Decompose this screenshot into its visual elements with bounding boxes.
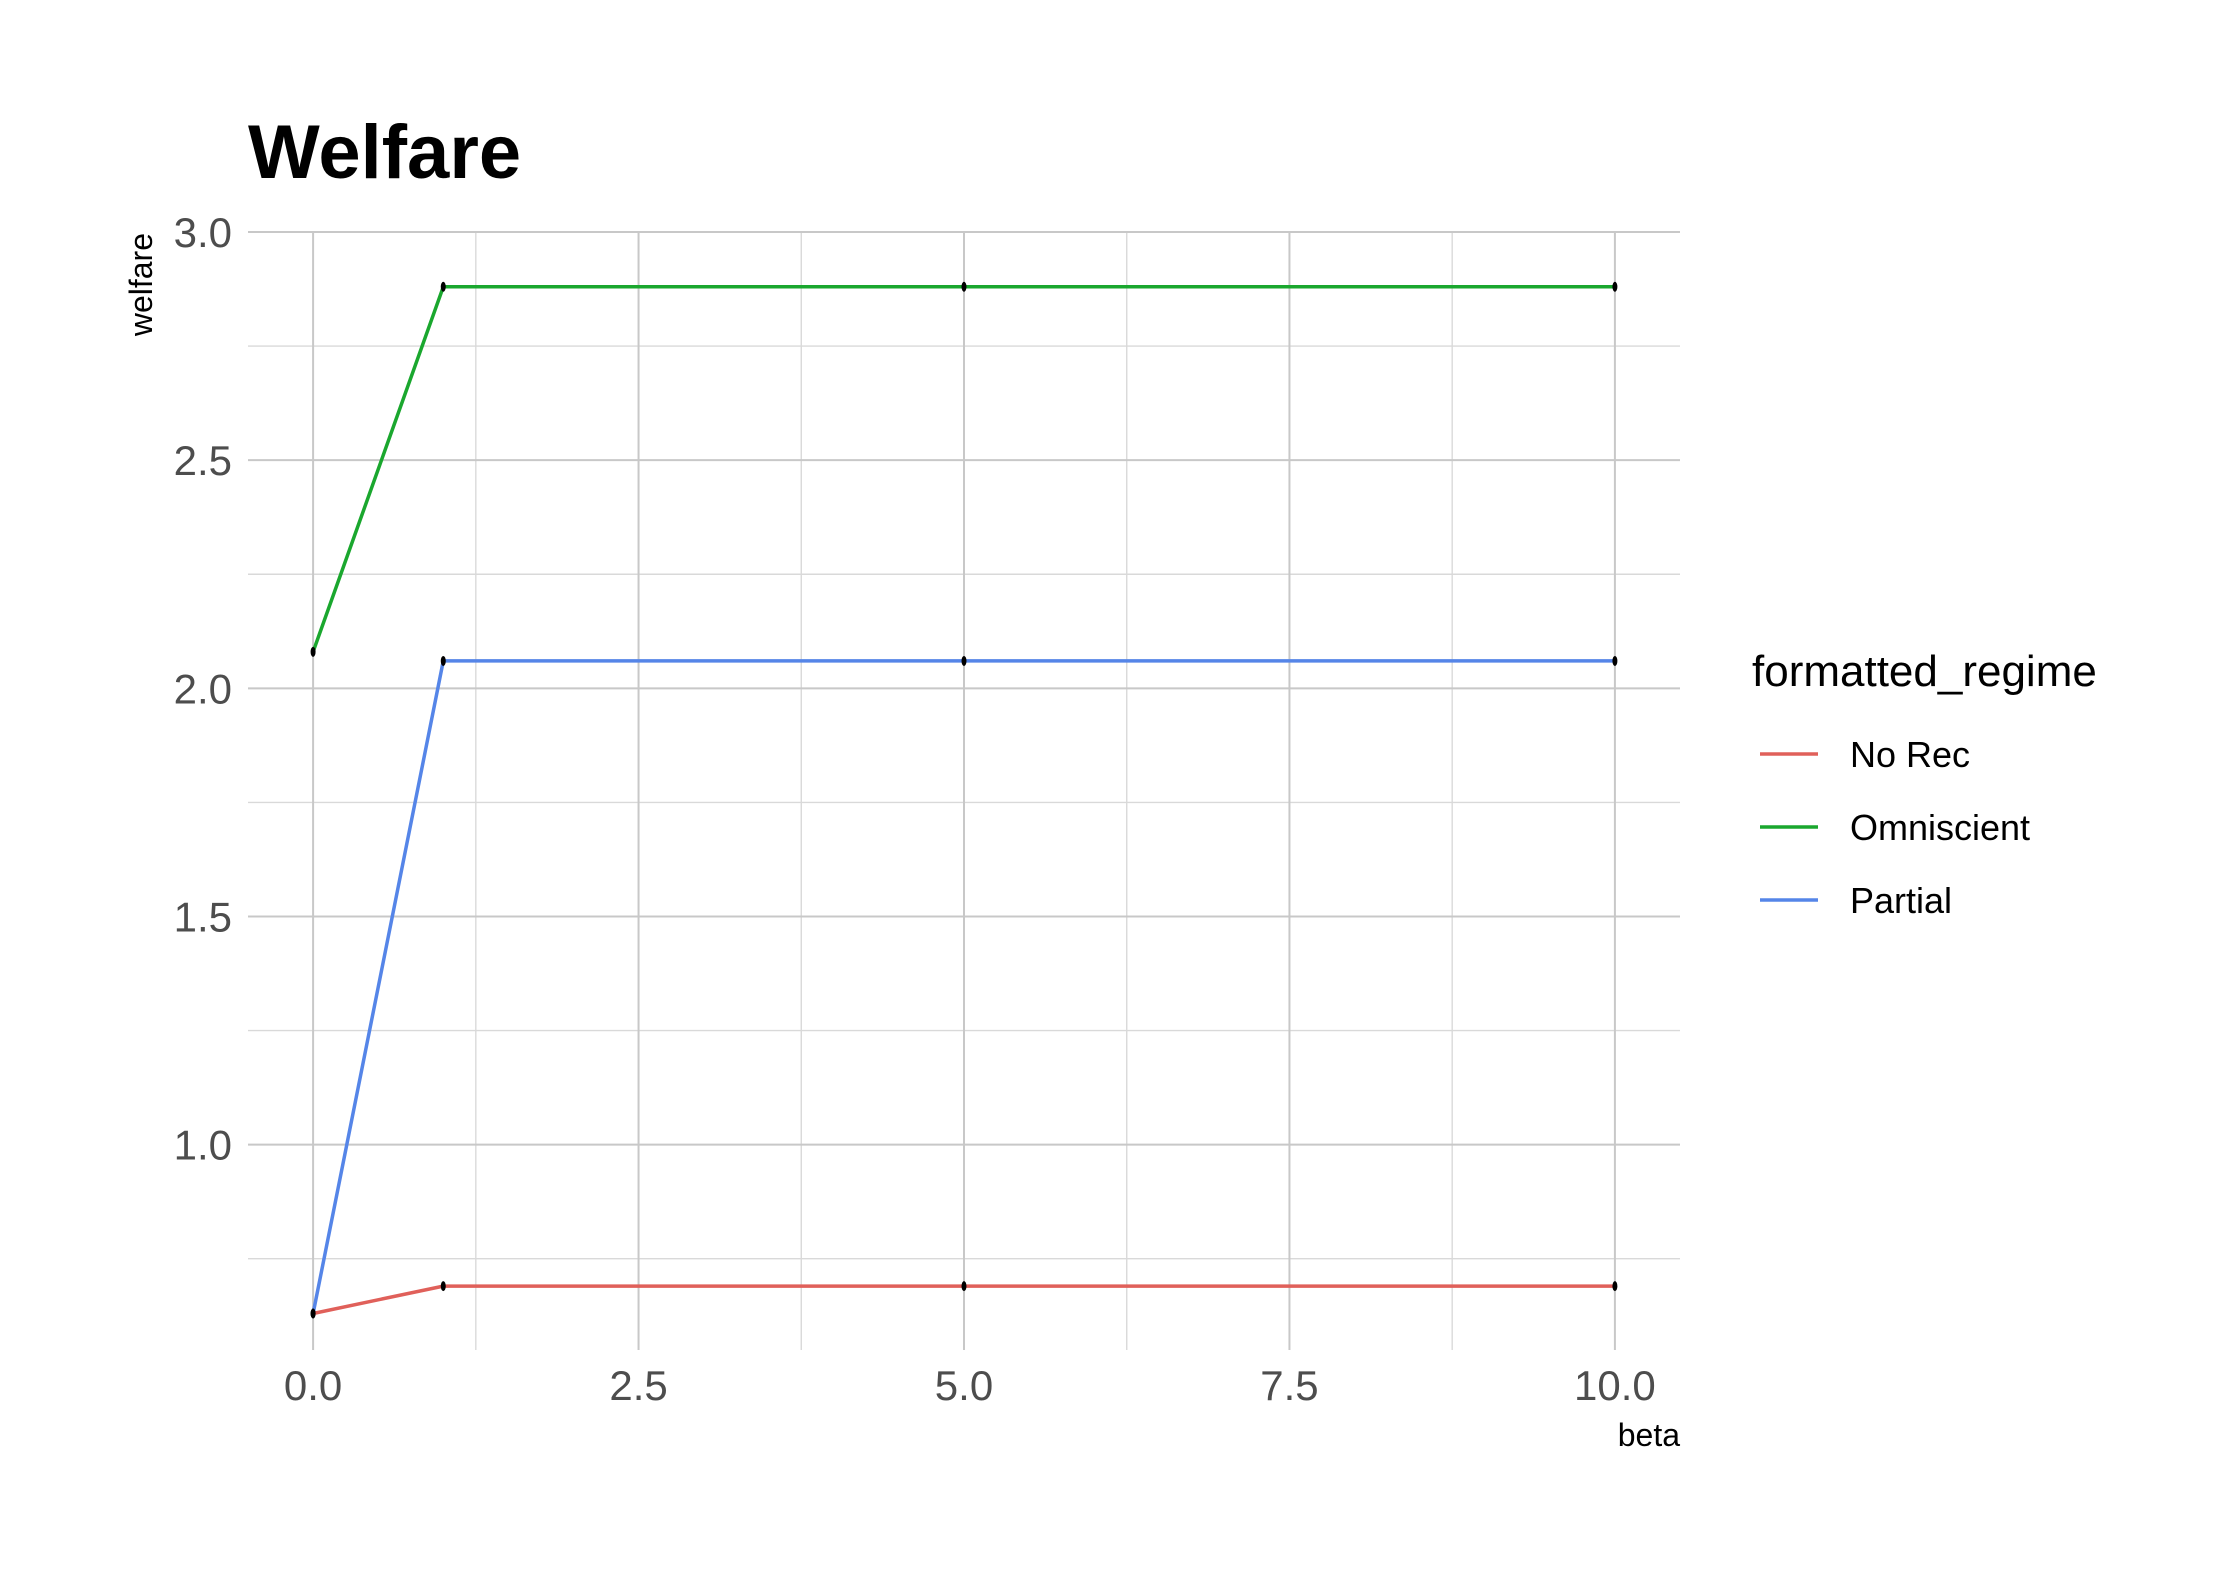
x-tick-label: 2.5 bbox=[609, 1362, 667, 1409]
x-tick-label: 7.5 bbox=[1260, 1362, 1318, 1409]
legend-item-partial: Partial bbox=[1760, 880, 1952, 921]
y-tick-label: 2.5 bbox=[174, 437, 232, 484]
series-line-partial bbox=[311, 659, 1615, 1314]
data-point-no-rec bbox=[961, 1281, 967, 1292]
major-gridlines bbox=[248, 231, 1680, 1350]
data-point-no-rec bbox=[440, 1281, 446, 1292]
data-point-omniscient bbox=[310, 646, 316, 657]
data-point-omniscient bbox=[961, 281, 967, 292]
series-lines bbox=[311, 285, 1615, 1316]
data-point-omniscient bbox=[1612, 281, 1618, 292]
y-axis-label: welfare bbox=[123, 233, 159, 337]
data-point-partial bbox=[440, 655, 446, 666]
x-axis-tick-labels: 0.0 2.5 5.0 7.5 10.0 bbox=[284, 1362, 1656, 1409]
legend-label-omniscient: Omniscient bbox=[1850, 807, 2030, 848]
series-line-omniscient bbox=[311, 285, 1615, 653]
legend-title: formatted_regime bbox=[1752, 647, 2097, 696]
legend: formatted_regime No Rec Omniscient Partial bbox=[1752, 647, 2097, 921]
legend-items: No Rec Omniscient Partial bbox=[1760, 734, 2030, 921]
legend-label-partial: Partial bbox=[1850, 880, 1952, 921]
y-tick-label: 1.0 bbox=[174, 1122, 232, 1169]
x-tick-label: 5.0 bbox=[935, 1362, 993, 1409]
legend-item-omniscient: Omniscient bbox=[1760, 807, 2030, 848]
y-tick-label: 1.5 bbox=[174, 893, 232, 940]
y-tick-label: 3.0 bbox=[174, 209, 232, 256]
y-axis-tick-labels: 1.0 1.5 2.0 2.5 3.0 bbox=[174, 209, 232, 1169]
data-point-partial bbox=[310, 1308, 316, 1319]
data-point-no-rec bbox=[1612, 1281, 1618, 1292]
x-tick-label: 0.0 bbox=[284, 1362, 342, 1409]
x-tick-label: 10.0 bbox=[1574, 1362, 1656, 1409]
data-point-omniscient bbox=[440, 281, 446, 292]
data-point-partial bbox=[961, 655, 967, 666]
data-points bbox=[310, 281, 1618, 1319]
series-line-no-rec bbox=[312, 1284, 1615, 1316]
x-axis-label: beta bbox=[1618, 1417, 1680, 1453]
data-point-partial bbox=[1612, 655, 1618, 666]
legend-item-no-rec: No Rec bbox=[1760, 734, 1970, 775]
legend-label-no-rec: No Rec bbox=[1850, 734, 1970, 775]
y-tick-label: 2.0 bbox=[174, 665, 232, 712]
chart-title: Welfare bbox=[248, 110, 521, 195]
